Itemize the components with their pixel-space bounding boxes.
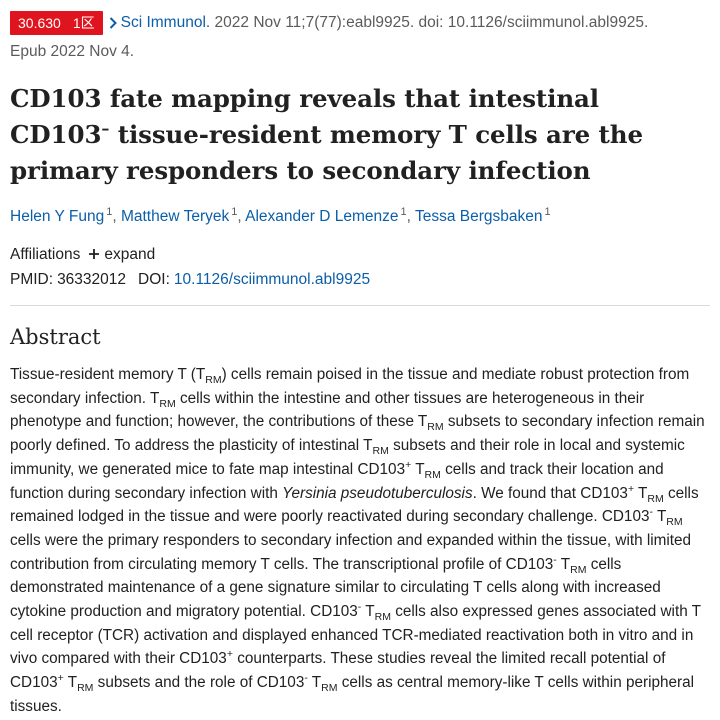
doi-label: DOI: [138,271,170,288]
author-link[interactable]: Helen Y Fung [10,208,105,225]
epub-date: Epub 2022 Nov 4. [10,43,135,60]
author-link[interactable]: Matthew Teryek [120,208,230,225]
species-name: Yersinia pseudotuberculosis [282,484,473,502]
article-title: CD103 fate mapping reveals that intestin… [10,81,690,189]
citation-details: 2022 Nov 11;7(77):eabl9925. doi: 10.1126… [214,14,649,31]
affiliations-label: Affiliations [10,246,81,263]
divider [10,305,710,306]
affiliations-toggle[interactable]: Affiliations expand [10,242,155,267]
citation: 30.630 1区 Sci Immunol. 2022 Nov 11;7(77):e… [10,11,710,64]
affiliation-ref[interactable]: 1 [544,205,551,218]
impact-factor: 30.630 [18,15,61,31]
affiliation-ref[interactable]: 1 [400,205,407,218]
abstract-text: Tissue-resident memory T (TRM) cells rem… [10,366,705,715]
title-text-2: tissue-resident memory T cells are the p… [10,120,643,185]
pmid-label: PMID: [10,271,54,288]
affiliation-ref[interactable]: 1 [106,205,113,218]
identifiers: PMID: 36332012 DOI: 10.1126/sciimmunol.abl9… [10,268,370,292]
abstract-heading: Abstract [10,325,101,349]
doi-link[interactable]: 10.1126/sciimmunol.abl9925 [173,271,371,288]
chevron-right-icon [109,13,117,37]
author-list: Helen Y Fung 1, Matthew Teryek 1, Alexande… [10,205,551,225]
journal-metrics-badge[interactable]: 30.630 1区 [10,11,103,35]
journal-quartile: 1区 [72,15,95,31]
title-superscript: – [101,118,110,138]
plus-icon [88,242,100,266]
affiliation-ref[interactable]: 1 [231,205,238,218]
expand-label: expand [104,246,156,263]
pmid-value: 36332012 [57,271,127,288]
author-link[interactable]: Tessa Bergsbaken [414,208,543,225]
title-text-1: CD103 fate mapping reveals that intestin… [10,84,600,149]
author-link[interactable]: Alexander D Lemenze [245,208,399,225]
journal-link[interactable]: Sci Immunol. [120,14,211,31]
